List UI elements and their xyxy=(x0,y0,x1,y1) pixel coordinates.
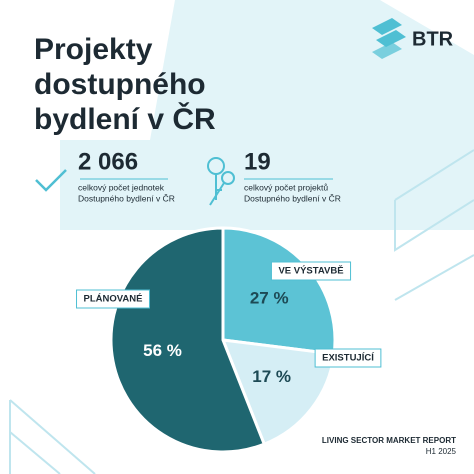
stat-value: 19 xyxy=(244,148,271,175)
logo-text: BTR xyxy=(412,28,454,50)
category-label-text: EXISTUJÍCÍ xyxy=(322,353,374,364)
category-label: VE VÝSTAVBĚ xyxy=(270,261,352,281)
footer-text: H1 2025 xyxy=(426,447,457,456)
stat-caption: celkový počet jednotek xyxy=(78,182,165,192)
category-label-box xyxy=(270,261,352,281)
chart-title: Projekty dostupného bydlení v ČR xyxy=(34,33,216,136)
category-label-box xyxy=(76,289,150,309)
logo-icon xyxy=(372,18,406,59)
category-label-text: PLÁNOVANÉ xyxy=(84,294,143,305)
footer-text: LIVING SECTOR MARKET REPORT xyxy=(322,436,456,445)
value-label: 56 % xyxy=(143,341,182,360)
value-label: 17 % xyxy=(252,367,291,386)
value-label: 27 % xyxy=(250,289,289,308)
keys-icon xyxy=(207,157,235,206)
category-label: EXISTUJÍCÍ xyxy=(314,348,382,368)
stat-value: 2 066 xyxy=(78,148,138,175)
pie-slice xyxy=(109,226,267,454)
stat-caption: celkový počet projektů xyxy=(244,182,328,192)
category-label-box xyxy=(314,348,382,368)
stat-caption: Dostupného bydlení v ČR xyxy=(244,193,341,203)
stat-caption: Dostupného bydlení v ČR xyxy=(78,193,175,203)
category-label: PLÁNOVANÉ xyxy=(76,289,150,309)
check-icon xyxy=(35,169,67,192)
background-decor xyxy=(9,0,474,474)
category-label-text: VE VÝSTAVBĚ xyxy=(278,265,343,277)
